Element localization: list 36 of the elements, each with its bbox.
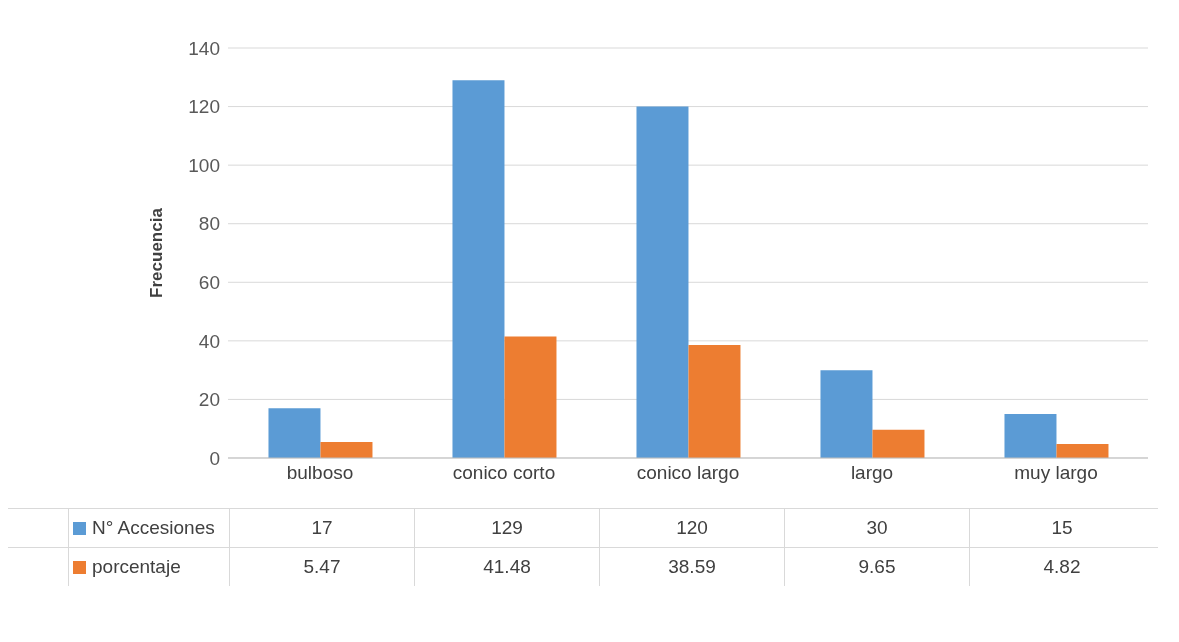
bar bbox=[268, 408, 321, 458]
data-label: 129 bbox=[414, 509, 599, 547]
data-label: 9.65 bbox=[784, 548, 969, 586]
bar bbox=[872, 429, 925, 458]
bar bbox=[1004, 414, 1057, 458]
bar bbox=[1056, 443, 1109, 458]
bar bbox=[452, 80, 505, 458]
x-tick-label: largo bbox=[850, 462, 894, 484]
y-tick-label: 20 bbox=[198, 389, 220, 411]
x-tick-label: conico largo bbox=[636, 462, 740, 484]
y-tick-label: 100 bbox=[188, 154, 220, 176]
y-tick-label: 0 bbox=[209, 447, 220, 469]
x-tick-label: bulboso bbox=[286, 462, 354, 484]
y-tick-label: 80 bbox=[198, 213, 220, 235]
data-label: 17 bbox=[229, 509, 414, 547]
y-tick-label: 60 bbox=[198, 272, 220, 294]
bar bbox=[636, 106, 689, 458]
bar bbox=[688, 344, 741, 458]
y-tick-label: 40 bbox=[198, 330, 220, 352]
data-label: 4.82 bbox=[969, 548, 1154, 586]
bar bbox=[320, 441, 373, 458]
x-tick-label: muy largo bbox=[1014, 462, 1098, 484]
data-label: 15 bbox=[969, 509, 1154, 547]
y-tick-label: 140 bbox=[188, 37, 220, 59]
bar bbox=[504, 336, 557, 458]
data-label: 41.48 bbox=[414, 548, 599, 586]
y-tick-label: 120 bbox=[188, 96, 220, 118]
legend-label: N° Accesiones bbox=[92, 517, 215, 539]
data-label: 120 bbox=[599, 509, 784, 547]
legend-label: porcentaje bbox=[92, 556, 181, 578]
y-axis-title: Frecuencia bbox=[147, 207, 167, 298]
bar bbox=[820, 370, 873, 458]
data-label: 5.47 bbox=[229, 548, 414, 586]
x-tick-label: conico corto bbox=[452, 462, 556, 484]
data-label: 38.59 bbox=[599, 548, 784, 586]
data-label: 30 bbox=[784, 509, 969, 547]
